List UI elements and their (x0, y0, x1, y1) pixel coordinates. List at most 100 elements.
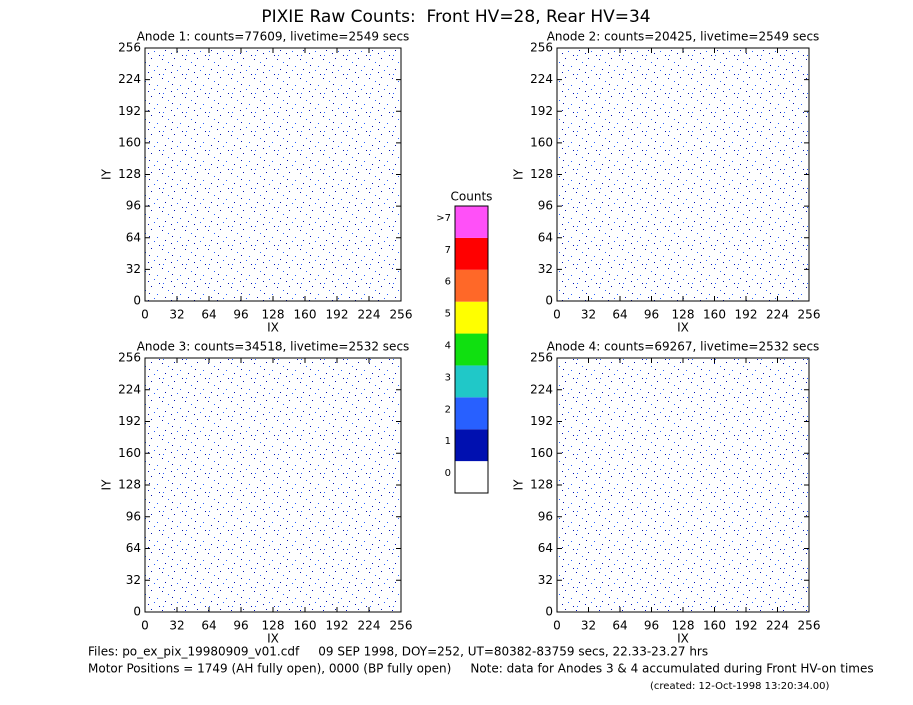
y-tick-label: 192 (118, 414, 141, 428)
y-tick-label: 128 (530, 478, 553, 492)
y-tick-label: 32 (126, 573, 141, 587)
footer-created: (created: 12-Oct-1998 13:20:34.00) (650, 681, 829, 692)
y-tick-label: 192 (118, 104, 141, 118)
y-tick-label: 224 (530, 382, 553, 396)
x-tick-label: 160 (703, 619, 726, 633)
heatmap-image (557, 48, 809, 301)
colorbar-swatch (455, 206, 488, 238)
colorbar-swatch (455, 301, 488, 334)
colorbar-label: 1 (445, 436, 451, 447)
y-axis-label: IY (512, 479, 526, 491)
colorbar-swatch (455, 365, 488, 398)
y-tick-label: 128 (118, 478, 141, 492)
x-tick-label: 0 (553, 308, 561, 322)
y-tick-label: 128 (530, 167, 553, 181)
x-tick-label: 32 (581, 308, 596, 322)
panel-title: Anode 4: counts=69267, livetime=2532 sec… (547, 340, 820, 354)
y-tick-label: 0 (545, 294, 553, 308)
panel-title: Anode 1: counts=77609, livetime=2549 sec… (137, 30, 410, 44)
y-tick-label: 0 (545, 605, 553, 619)
x-axis-label: IX (267, 632, 279, 646)
x-tick-label: 96 (644, 619, 659, 633)
y-tick-label: 32 (538, 262, 553, 276)
x-tick-label: 64 (612, 619, 627, 633)
y-tick-label: 0 (133, 605, 141, 619)
x-tick-label: 96 (233, 308, 248, 322)
colorbar-swatch (455, 333, 488, 366)
y-tick-label: 192 (530, 414, 553, 428)
y-tick-label: 256 (118, 351, 141, 365)
colorbar-swatch (455, 237, 488, 270)
x-tick-label: 32 (169, 308, 184, 322)
x-tick-label: 160 (703, 308, 726, 322)
panel-title: Anode 2: counts=20425, livetime=2549 sec… (547, 30, 820, 44)
x-tick-label: 128 (672, 308, 695, 322)
heatmap-image (145, 358, 401, 612)
colorbar-label: 0 (445, 468, 451, 479)
y-tick-label: 224 (530, 72, 553, 86)
x-axis-label: IX (267, 321, 279, 335)
x-tick-label: 0 (141, 619, 149, 633)
y-tick-label: 224 (118, 382, 141, 396)
y-tick-label: 64 (126, 230, 141, 244)
y-tick-label: 32 (538, 573, 553, 587)
colorbar-swatch (455, 429, 488, 462)
colorbar-swatch (455, 461, 488, 493)
x-tick-label: 128 (262, 619, 285, 633)
x-tick-label: 256 (798, 308, 821, 322)
x-tick-label: 192 (326, 619, 349, 633)
x-tick-label: 64 (201, 619, 216, 633)
colorbar-swatch (455, 397, 488, 430)
y-tick-label: 160 (530, 135, 553, 149)
figure-title: PIXIE Raw Counts: Front HV=28, Rear HV=3… (261, 7, 650, 27)
x-tick-label: 256 (390, 619, 413, 633)
y-tick-label: 0 (133, 294, 141, 308)
heatmap-image (145, 48, 401, 301)
colorbar-label: 5 (445, 309, 451, 320)
x-tick-label: 96 (233, 619, 248, 633)
x-tick-label: 32 (169, 619, 184, 633)
x-tick-label: 160 (294, 619, 317, 633)
y-axis-label: IY (512, 168, 526, 180)
x-tick-label: 160 (294, 308, 317, 322)
y-tick-label: 224 (118, 72, 141, 86)
colorbar-swatch (455, 269, 488, 302)
x-tick-label: 192 (735, 619, 758, 633)
y-tick-label: 96 (538, 199, 553, 213)
colorbar-label: >7 (436, 213, 451, 224)
y-tick-label: 96 (126, 199, 141, 213)
y-tick-label: 256 (530, 351, 553, 365)
x-tick-label: 192 (326, 308, 349, 322)
y-tick-label: 128 (118, 167, 141, 181)
colorbar-title: Counts (451, 190, 493, 204)
y-tick-label: 32 (126, 262, 141, 276)
footer-motor: Motor Positions = 1749 (AH fully open), … (88, 662, 874, 676)
x-tick-label: 224 (358, 619, 381, 633)
y-tick-label: 160 (118, 135, 141, 149)
x-tick-label: 0 (553, 619, 561, 633)
x-tick-label: 128 (262, 308, 285, 322)
x-tick-label: 192 (735, 308, 758, 322)
x-tick-label: 224 (358, 308, 381, 322)
y-tick-label: 64 (538, 541, 553, 555)
y-axis-label: IY (100, 479, 114, 491)
x-tick-label: 64 (201, 308, 216, 322)
x-tick-label: 64 (612, 308, 627, 322)
x-axis-label: IX (677, 632, 689, 646)
colorbar-label: 2 (445, 404, 451, 415)
y-tick-label: 64 (538, 230, 553, 244)
x-tick-label: 128 (672, 619, 695, 633)
footer-files: Files: po_ex_pix_19980909_v01.cdf 09 SEP… (88, 645, 708, 659)
y-tick-label: 160 (530, 446, 553, 460)
y-tick-label: 192 (530, 104, 553, 118)
x-tick-label: 0 (141, 308, 149, 322)
heatmap-image (557, 358, 809, 612)
colorbar-label: 3 (445, 372, 451, 383)
x-tick-label: 256 (390, 308, 413, 322)
y-tick-label: 256 (530, 41, 553, 55)
x-tick-label: 32 (581, 619, 596, 633)
x-tick-label: 224 (766, 619, 789, 633)
y-tick-label: 96 (538, 509, 553, 523)
colorbar-frame (454, 205, 489, 494)
